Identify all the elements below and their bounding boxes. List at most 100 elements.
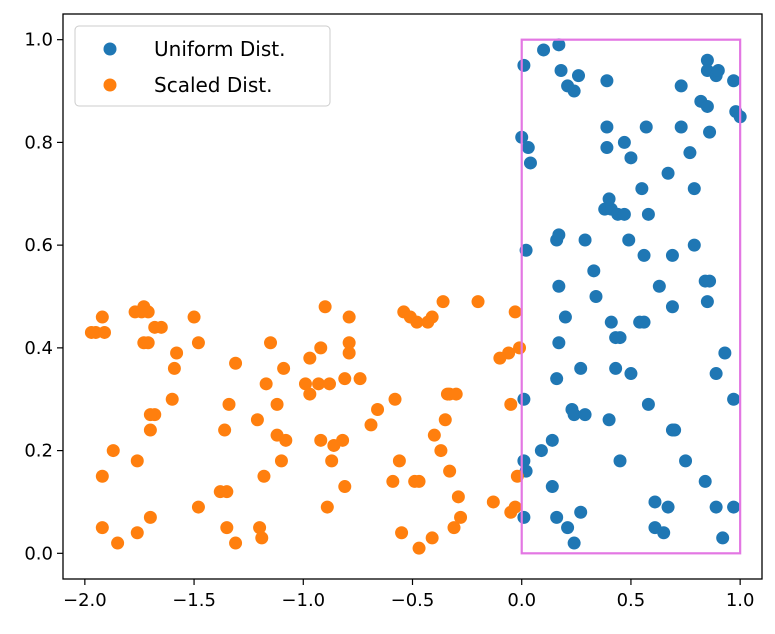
point-uniform-88 [517, 510, 531, 524]
point-uniform-76 [545, 433, 559, 447]
point-scaled-93 [229, 536, 243, 550]
point-scaled-20 [314, 341, 328, 355]
point-scaled-34 [508, 305, 522, 319]
point-uniform-90 [574, 505, 588, 519]
point-scaled-45 [250, 413, 264, 427]
point-scaled-33 [471, 295, 485, 309]
point-scaled-11 [141, 336, 155, 350]
point-uniform-84 [648, 495, 662, 509]
point-scaled-65 [504, 397, 518, 411]
point-uniform-79 [679, 454, 693, 468]
point-uniform-67 [517, 392, 531, 406]
legend: Uniform Dist. Scaled Dist. [74, 25, 331, 107]
point-scaled-90 [111, 536, 125, 550]
point-scaled-99 [447, 521, 461, 535]
point-uniform-85 [661, 500, 675, 514]
point-scaled-81 [320, 500, 334, 514]
point-scaled-58 [388, 392, 402, 406]
point-scaled-3 [95, 310, 109, 324]
point-scaled-15 [167, 361, 181, 375]
point-uniform-69 [727, 392, 741, 406]
point-scaled-17 [264, 336, 278, 350]
point-scaled-76 [443, 464, 457, 478]
legend-marker-scaled [103, 78, 117, 92]
point-uniform-62 [574, 361, 588, 375]
point-scaled-75 [412, 474, 426, 488]
point-uniform-92 [567, 536, 581, 550]
point-scaled-61 [449, 387, 463, 401]
point-scaled-21 [318, 300, 332, 314]
point-scaled-70 [274, 454, 288, 468]
point-uniform-50 [652, 279, 666, 293]
legend-label-uniform: Uniform Dist. [154, 37, 285, 61]
point-scaled-91 [130, 526, 144, 540]
point-scaled-97 [412, 541, 426, 555]
point-uniform-68 [641, 397, 655, 411]
x-tick-label: 1.0 [726, 590, 755, 611]
y-tick-label: 0.8 [24, 132, 53, 153]
point-uniform-59 [609, 331, 623, 345]
point-scaled-64 [434, 444, 448, 458]
point-uniform-8 [674, 79, 688, 93]
point-uniform-13 [727, 74, 741, 88]
y-tick-label: 0.0 [24, 543, 53, 564]
point-scaled-7 [135, 305, 149, 319]
point-uniform-6 [572, 69, 586, 83]
point-scaled-62 [438, 413, 452, 427]
point-scaled-2 [98, 325, 111, 339]
y-tick-label: 0.6 [24, 235, 53, 256]
point-uniform-65 [624, 367, 638, 381]
point-uniform-60 [552, 336, 566, 350]
point-uniform-44 [665, 248, 679, 262]
point-uniform-3 [554, 64, 568, 77]
point-scaled-89 [95, 521, 109, 535]
point-uniform-42 [519, 243, 533, 257]
point-scaled-19 [303, 351, 317, 365]
point-uniform-27 [624, 151, 638, 165]
marks-layer [84, 38, 747, 555]
point-scaled-83 [486, 495, 500, 509]
point-scaled-56 [371, 403, 385, 416]
point-scaled-14 [170, 346, 184, 360]
point-uniform-87 [727, 500, 741, 514]
point-scaled-26 [353, 372, 367, 386]
point-uniform-7 [600, 74, 614, 88]
point-scaled-77 [510, 469, 524, 483]
point-scaled-41 [298, 377, 312, 391]
y-axis: 0.0 0.2 0.4 0.6 0.8 1.0 [24, 30, 63, 564]
point-scaled-9 [154, 320, 168, 334]
point-uniform-29 [661, 166, 675, 180]
point-uniform-41 [622, 233, 636, 247]
point-uniform-9 [700, 53, 714, 67]
point-uniform-21 [600, 120, 614, 134]
point-uniform-19 [521, 141, 535, 155]
point-uniform-0 [517, 58, 531, 72]
y-tick-label: 0.2 [24, 441, 53, 462]
point-scaled-98 [425, 531, 439, 545]
point-uniform-20 [523, 156, 537, 170]
point-scaled-85 [508, 500, 522, 514]
point-scaled-25 [338, 372, 352, 386]
point-uniform-39 [552, 228, 566, 242]
point-scaled-50 [143, 423, 157, 437]
point-uniform-2 [552, 38, 566, 52]
point-scaled-46 [218, 423, 232, 437]
point-scaled-29 [410, 315, 424, 329]
point-uniform-49 [552, 279, 566, 293]
point-uniform-83 [698, 474, 712, 488]
point-scaled-92 [220, 521, 234, 535]
point-uniform-5 [567, 84, 581, 98]
point-uniform-91 [561, 521, 575, 535]
point-uniform-25 [703, 125, 717, 139]
point-uniform-24 [674, 120, 688, 134]
point-scaled-63 [427, 428, 441, 442]
annotation-layer [520, 38, 742, 555]
point-scaled-49 [143, 408, 157, 422]
legend-marker-uniform [103, 42, 117, 56]
point-uniform-78 [613, 454, 627, 468]
point-scaled-73 [386, 474, 400, 488]
point-uniform-26 [600, 141, 614, 155]
point-uniform-28 [683, 146, 697, 160]
point-scaled-22 [342, 310, 356, 324]
